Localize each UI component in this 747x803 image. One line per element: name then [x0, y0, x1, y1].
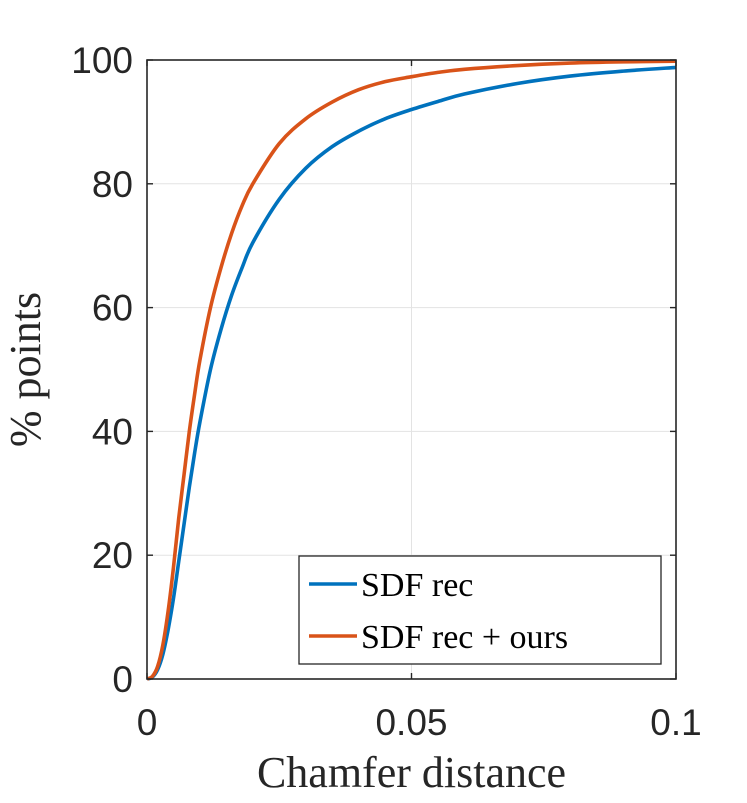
y-tick-label-4: 80: [92, 164, 133, 205]
x-axis-title: Chamfer distance: [257, 748, 566, 797]
y-tick-label-0: 0: [112, 659, 133, 700]
plot-lines: [146, 59, 677, 681]
legend-box: [298, 555, 662, 665]
legend-label-sdf-rec-ours: SDF rec + ours: [361, 619, 568, 656]
y-tick-labels: 0 20 40 60 80 100: [71, 40, 133, 700]
x-tick-label-2: 0.1: [650, 702, 701, 743]
x-tick-label-0: 0: [137, 702, 158, 743]
x-tick-label-1: 0.05: [375, 702, 447, 743]
series-line-sdf-rec-ours: [146, 59, 677, 681]
series-line-sdf-rec: [146, 65, 677, 681]
y-axis-title: % points: [1, 292, 50, 447]
x-tick-labels: 0 0.05 0.1: [137, 702, 702, 743]
y-tick-label-2: 40: [92, 411, 133, 452]
y-tick-label-1: 20: [92, 535, 133, 576]
legend: SDF rec SDF rec + ours: [298, 555, 662, 665]
ticks: [146, 59, 677, 680]
legend-label-sdf-rec: SDF rec: [361, 567, 473, 604]
y-tick-label-3: 60: [92, 288, 133, 329]
y-tick-label-5: 100: [71, 40, 133, 81]
